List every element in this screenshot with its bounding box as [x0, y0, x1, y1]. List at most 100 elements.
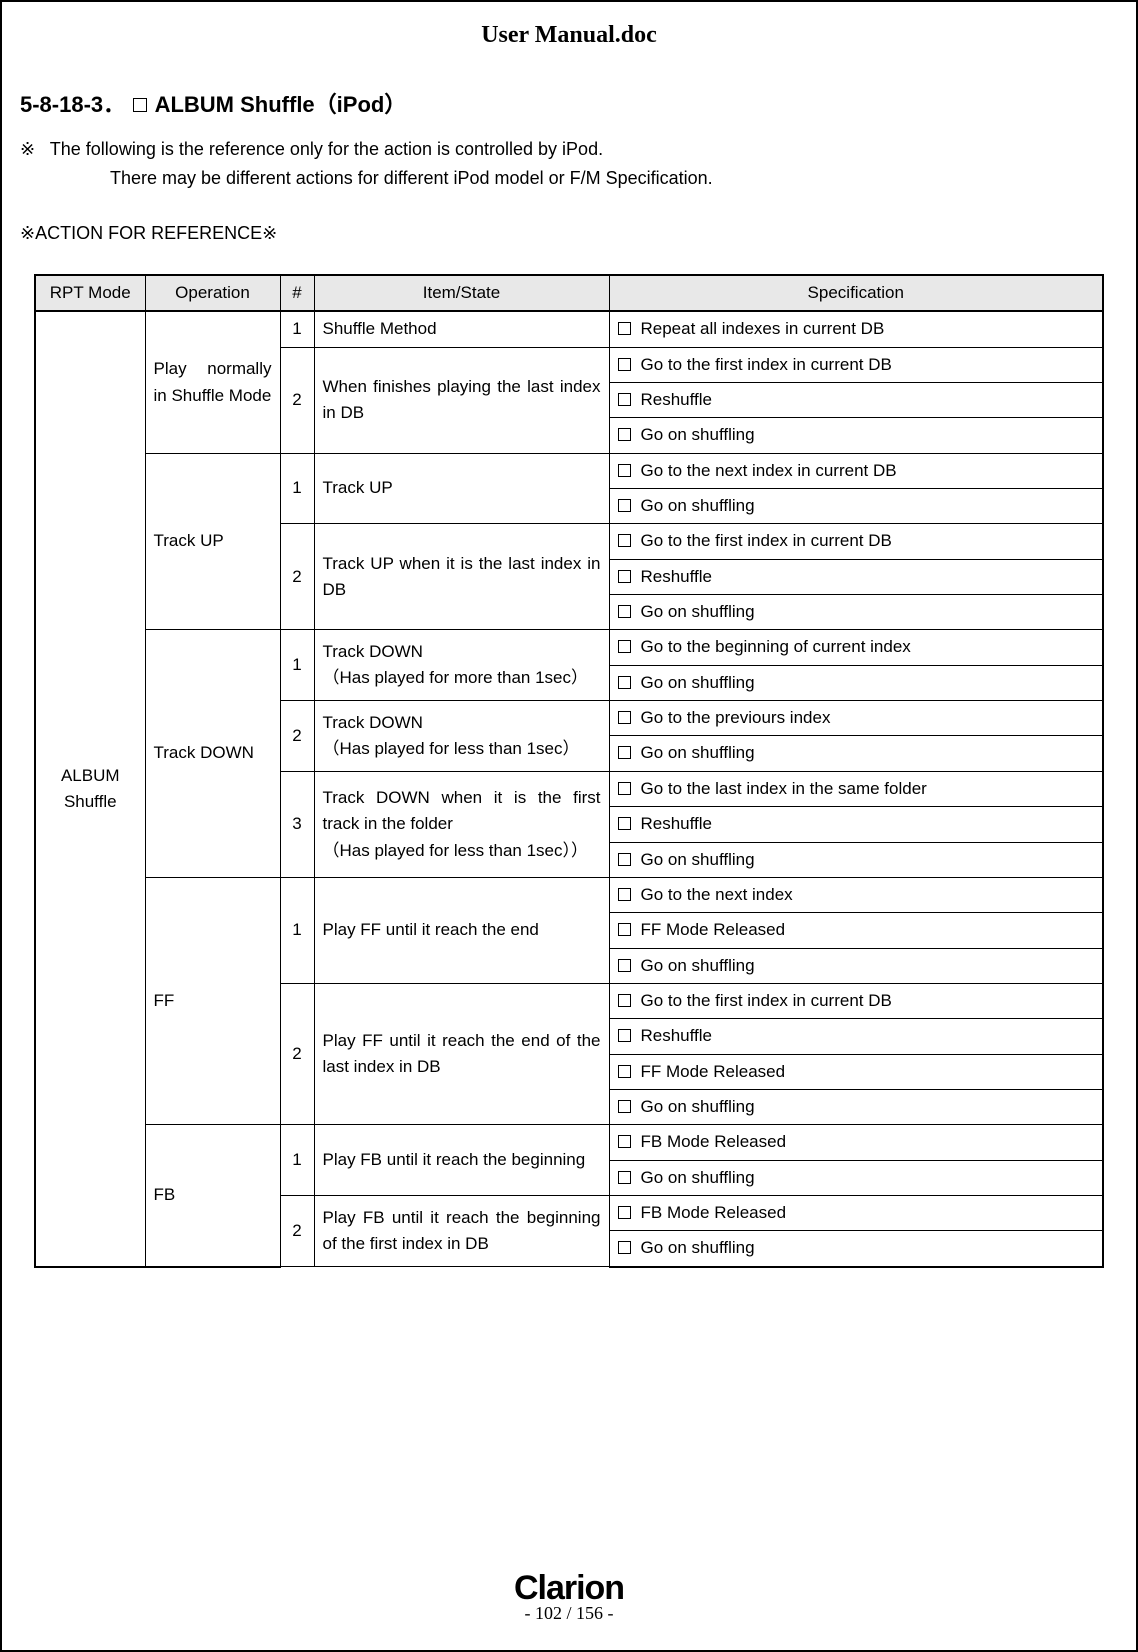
note-text-1: The following is the reference only for … [50, 139, 603, 159]
specification-cell: Repeat all indexes in current DB [609, 311, 1103, 347]
checkbox-icon [618, 1100, 631, 1113]
operation-cell: Track DOWN [145, 630, 280, 877]
specification-cell: Go to the last index in the same folder [609, 771, 1103, 806]
specification-cell: Go to the first index in current DB [609, 983, 1103, 1018]
specification-cell: Go on shuffling [609, 842, 1103, 877]
item-state-cell: Track UP when it is the last index in DB [314, 524, 609, 630]
specification-cell: Go on shuffling [609, 418, 1103, 453]
operation-cell: FB [145, 1125, 280, 1267]
checkbox-icon [618, 605, 631, 618]
checkbox-icon [618, 1065, 631, 1078]
row-number-cell: 2 [280, 347, 314, 453]
checkbox-icon [618, 464, 631, 477]
checkbox-icon [618, 640, 631, 653]
specification-cell: Go on shuffling [609, 1089, 1103, 1124]
note-line-2: There may be different actions for diffe… [110, 168, 1118, 189]
col-num: # [280, 275, 314, 311]
table-row: FF1Play FF until it reach the endGo to t… [35, 877, 1103, 912]
checkbox-icon [618, 1135, 631, 1148]
item-state-cell: Play FF until it reach the end [314, 877, 609, 983]
specification-cell: Go to the next index in current DB [609, 453, 1103, 488]
specification-cell: FB Mode Released [609, 1195, 1103, 1230]
checkbox-icon [618, 994, 631, 1007]
checkbox-icon [618, 393, 631, 406]
row-number-cell: 3 [280, 771, 314, 877]
table-row: ALBUM ShufflePlay normally in Shuffle Mo… [35, 311, 1103, 347]
table-body: ALBUM ShufflePlay normally in Shuffle Mo… [35, 311, 1103, 1266]
row-number-cell: 2 [280, 701, 314, 772]
col-item: Item/State [314, 275, 609, 311]
specification-cell: Go on shuffling [609, 736, 1103, 771]
doc-title: User Manual.doc [20, 22, 1118, 49]
checkbox-icon [618, 676, 631, 689]
specification-cell: Go to the next index [609, 877, 1103, 912]
specification-cell: Go to the previours index [609, 701, 1103, 736]
note-text-2: There may be different actions for diffe… [110, 168, 713, 188]
table-row: Track DOWN1Track DOWN（Has played for mor… [35, 630, 1103, 665]
specification-cell: Go to the beginning of current index [609, 630, 1103, 665]
col-rpt: RPT Mode [35, 275, 145, 311]
specification-cell: Reshuffle [609, 383, 1103, 418]
checkbox-icon [618, 959, 631, 972]
brand-logo: Clarion [20, 1571, 1118, 1605]
specification-cell: Reshuffle [609, 559, 1103, 594]
table-row: Track UP1Track UPGo to the next index in… [35, 453, 1103, 488]
spec-table-wrap: RPT Mode Operation # Item/State Specific… [20, 274, 1118, 1268]
specification-cell: Go on shuffling [609, 595, 1103, 630]
row-number-cell: 2 [280, 524, 314, 630]
specification-cell: Reshuffle [609, 1019, 1103, 1054]
col-spec: Specification [609, 275, 1103, 311]
row-number-cell: 1 [280, 1125, 314, 1196]
col-op: Operation [145, 275, 280, 311]
specification-cell: FF Mode Released [609, 1054, 1103, 1089]
checkbox-icon [618, 499, 631, 512]
checkbox-icon [618, 1029, 631, 1042]
specification-cell: Go to the first index in current DB [609, 347, 1103, 382]
checkbox-icon [618, 1206, 631, 1219]
rpt-mode-cell: ALBUM Shuffle [35, 311, 145, 1266]
checkbox-icon [618, 888, 631, 901]
specification-cell: FF Mode Released [609, 913, 1103, 948]
checkbox-icon [618, 711, 631, 724]
note-prefix: ※ [20, 139, 35, 159]
checkbox-icon [618, 358, 631, 371]
checkbox-icon [618, 534, 631, 547]
specification-cell: Go on shuffling [609, 489, 1103, 524]
item-state-cell: When finishes playing the last index in … [314, 347, 609, 453]
item-state-cell: Track DOWN when it is the first track in… [314, 771, 609, 877]
specification-cell: Go to the first index in current DB [609, 524, 1103, 559]
specification-cell: Go on shuffling [609, 948, 1103, 983]
row-number-cell: 2 [280, 983, 314, 1124]
specification-cell: Go on shuffling [609, 1231, 1103, 1267]
table-row: FB1Play FB until it reach the beginningF… [35, 1125, 1103, 1160]
checkbox-icon [618, 746, 631, 759]
section-heading: 5-8-18-3． ALBUM Shuffle（iPod） [20, 87, 1118, 119]
document-page: User Manual.doc 5-8-18-3． ALBUM Shuffle（… [0, 0, 1138, 1652]
section-number: 5-8-18-3． [20, 92, 125, 117]
operation-cell: FF [145, 877, 280, 1124]
action-reference-heading: ※ACTION FOR REFERENCE※ [20, 223, 1118, 244]
note-line-1: ※ The following is the reference only fo… [20, 139, 1118, 160]
row-number-cell: 1 [280, 311, 314, 347]
specification-cell: Go on shuffling [609, 1160, 1103, 1195]
item-state-cell: Play FB until it reach the beginning [314, 1125, 609, 1196]
item-state-cell: Play FB until it reach the beginning of … [314, 1195, 609, 1266]
spec-table: RPT Mode Operation # Item/State Specific… [34, 274, 1104, 1268]
row-number-cell: 2 [280, 1195, 314, 1266]
checkbox-icon [618, 1241, 631, 1254]
checkbox-icon [618, 817, 631, 830]
table-header-row: RPT Mode Operation # Item/State Specific… [35, 275, 1103, 311]
item-state-cell: Track UP [314, 453, 609, 524]
checkbox-icon [618, 923, 631, 936]
item-state-cell: Play FF until it reach the end of the la… [314, 983, 609, 1124]
row-number-cell: 1 [280, 877, 314, 983]
operation-cell: Play normally in Shuffle Mode [145, 311, 280, 453]
item-state-cell: Track DOWN（Has played for more than 1sec… [314, 630, 609, 701]
item-state-cell: Shuffle Method [314, 311, 609, 347]
checkbox-icon [618, 570, 631, 583]
specification-cell: Reshuffle [609, 807, 1103, 842]
checkbox-icon [618, 322, 631, 335]
item-state-cell: Track DOWN（Has played for less than 1sec… [314, 701, 609, 772]
specification-cell: FB Mode Released [609, 1125, 1103, 1160]
page-footer: Clarion - 102 / 156 - [20, 1571, 1118, 1640]
